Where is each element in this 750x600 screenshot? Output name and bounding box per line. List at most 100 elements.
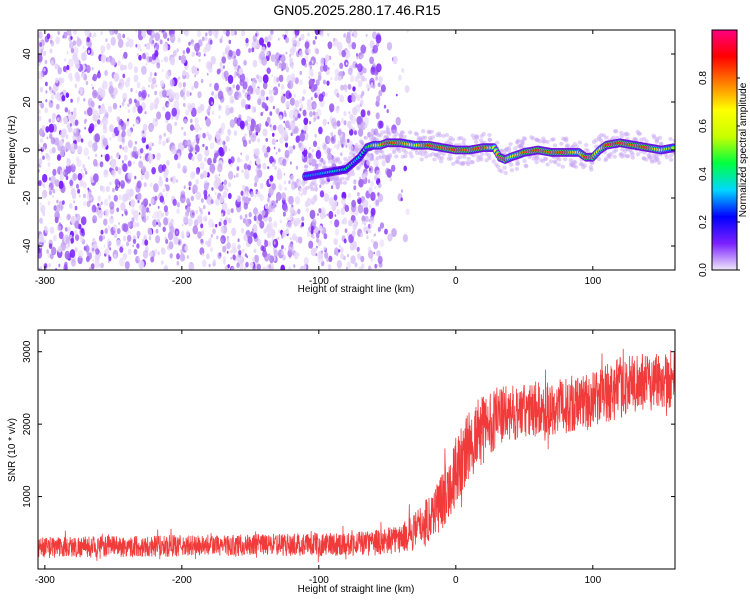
ridge-halo xyxy=(356,165,361,170)
noise-speck xyxy=(331,185,334,190)
noise-speck xyxy=(347,67,353,76)
ridge-halo xyxy=(509,168,515,173)
noise-speck xyxy=(246,94,251,101)
noise-speck xyxy=(46,154,51,161)
noise-speck xyxy=(41,221,43,225)
ridge-halo xyxy=(424,154,429,159)
ridge-halo xyxy=(308,184,313,189)
noise-speck xyxy=(274,165,277,171)
noise-speck xyxy=(93,32,97,37)
noise-speck xyxy=(74,143,78,150)
noise-speck xyxy=(234,55,236,59)
noise-speck xyxy=(185,109,189,116)
noise-speck xyxy=(226,238,230,243)
noise-speck xyxy=(273,221,278,228)
noise-speck xyxy=(279,219,283,224)
noise-speck xyxy=(285,120,290,129)
noise-speck xyxy=(404,85,410,93)
noise-speck xyxy=(262,74,269,84)
noise-speck xyxy=(188,181,192,187)
ridge-halo xyxy=(457,155,463,160)
noise-speck xyxy=(245,218,251,227)
noise-speck xyxy=(162,140,166,147)
noise-speck xyxy=(360,232,364,238)
ridge-halo xyxy=(552,143,558,148)
noise-speck xyxy=(326,135,331,143)
noise-speck xyxy=(188,262,191,267)
noise-speck xyxy=(91,83,93,87)
noise-speck xyxy=(73,107,77,113)
noise-speck xyxy=(239,215,243,220)
noise-speck xyxy=(340,152,343,156)
noise-speck xyxy=(282,230,287,238)
noise-speck xyxy=(375,76,378,81)
noise-speck xyxy=(113,232,118,239)
noise-speck xyxy=(307,104,311,111)
noise-speck xyxy=(240,227,245,234)
ridge-halo xyxy=(619,154,625,159)
noise-speck xyxy=(127,160,132,167)
noise-speck xyxy=(43,185,46,189)
noise-speck xyxy=(105,38,108,43)
noise-speck xyxy=(208,30,213,37)
noise-speck xyxy=(314,247,318,252)
noise-speck xyxy=(268,204,274,213)
ridge-halo xyxy=(469,159,474,164)
colorbar-tick-label: 0.8 xyxy=(698,71,709,85)
noise-speck xyxy=(294,217,300,227)
noise-speck xyxy=(56,199,59,204)
noise-speck xyxy=(148,75,153,84)
noise-speck xyxy=(265,137,269,142)
noise-speck xyxy=(214,191,217,196)
noise-speck xyxy=(231,227,237,237)
noise-speck xyxy=(278,74,284,83)
noise-speck xyxy=(369,77,375,87)
noise-speck xyxy=(250,191,254,198)
ridge-halo xyxy=(369,133,375,138)
noise-speck xyxy=(176,208,180,215)
noise-speck xyxy=(165,111,171,121)
noise-speck xyxy=(300,33,305,41)
noise-speck xyxy=(54,93,59,100)
noise-speck xyxy=(134,153,138,160)
noise-speck xyxy=(112,102,118,110)
noise-speck xyxy=(369,216,375,225)
noise-speck xyxy=(298,37,302,42)
x-tick-label: -200 xyxy=(172,276,192,287)
noise-speck xyxy=(361,90,365,96)
ridge-halo xyxy=(441,133,446,138)
noise-speck xyxy=(103,154,106,158)
noise-speck xyxy=(288,266,291,270)
ridge-halo xyxy=(408,151,413,156)
ridge-halo xyxy=(534,137,539,142)
noise-speck xyxy=(135,44,138,48)
noise-speck xyxy=(285,101,291,109)
noise-speck xyxy=(183,118,188,124)
ridge-halo xyxy=(584,147,589,152)
noise-speck xyxy=(120,202,126,211)
noise-speck xyxy=(110,155,113,160)
noise-speck xyxy=(50,60,54,66)
noise-speck xyxy=(123,64,127,71)
noise-speck xyxy=(44,59,48,65)
noise-speck xyxy=(374,185,377,190)
noise-speck xyxy=(327,41,333,50)
noise-speck xyxy=(264,36,269,43)
ridge-halo xyxy=(391,150,397,155)
noise-speck xyxy=(71,259,76,267)
noise-speck xyxy=(54,211,59,217)
ridge-halo xyxy=(656,160,662,165)
noise-speck xyxy=(199,161,205,170)
ridge-halo xyxy=(439,156,445,160)
noise-speck xyxy=(38,250,43,259)
ridge-halo xyxy=(502,165,507,170)
noise-speck xyxy=(76,183,79,189)
noise-speck xyxy=(151,215,154,219)
x-tick-label: 0 xyxy=(453,575,459,586)
snr-x-ticks: -300 -200 -100 0 100 xyxy=(35,330,602,586)
noise-speck xyxy=(302,88,307,95)
noise-speck xyxy=(308,240,314,249)
noise-speck xyxy=(58,222,62,227)
noise-speck xyxy=(210,234,213,238)
noise-speck xyxy=(38,115,42,122)
